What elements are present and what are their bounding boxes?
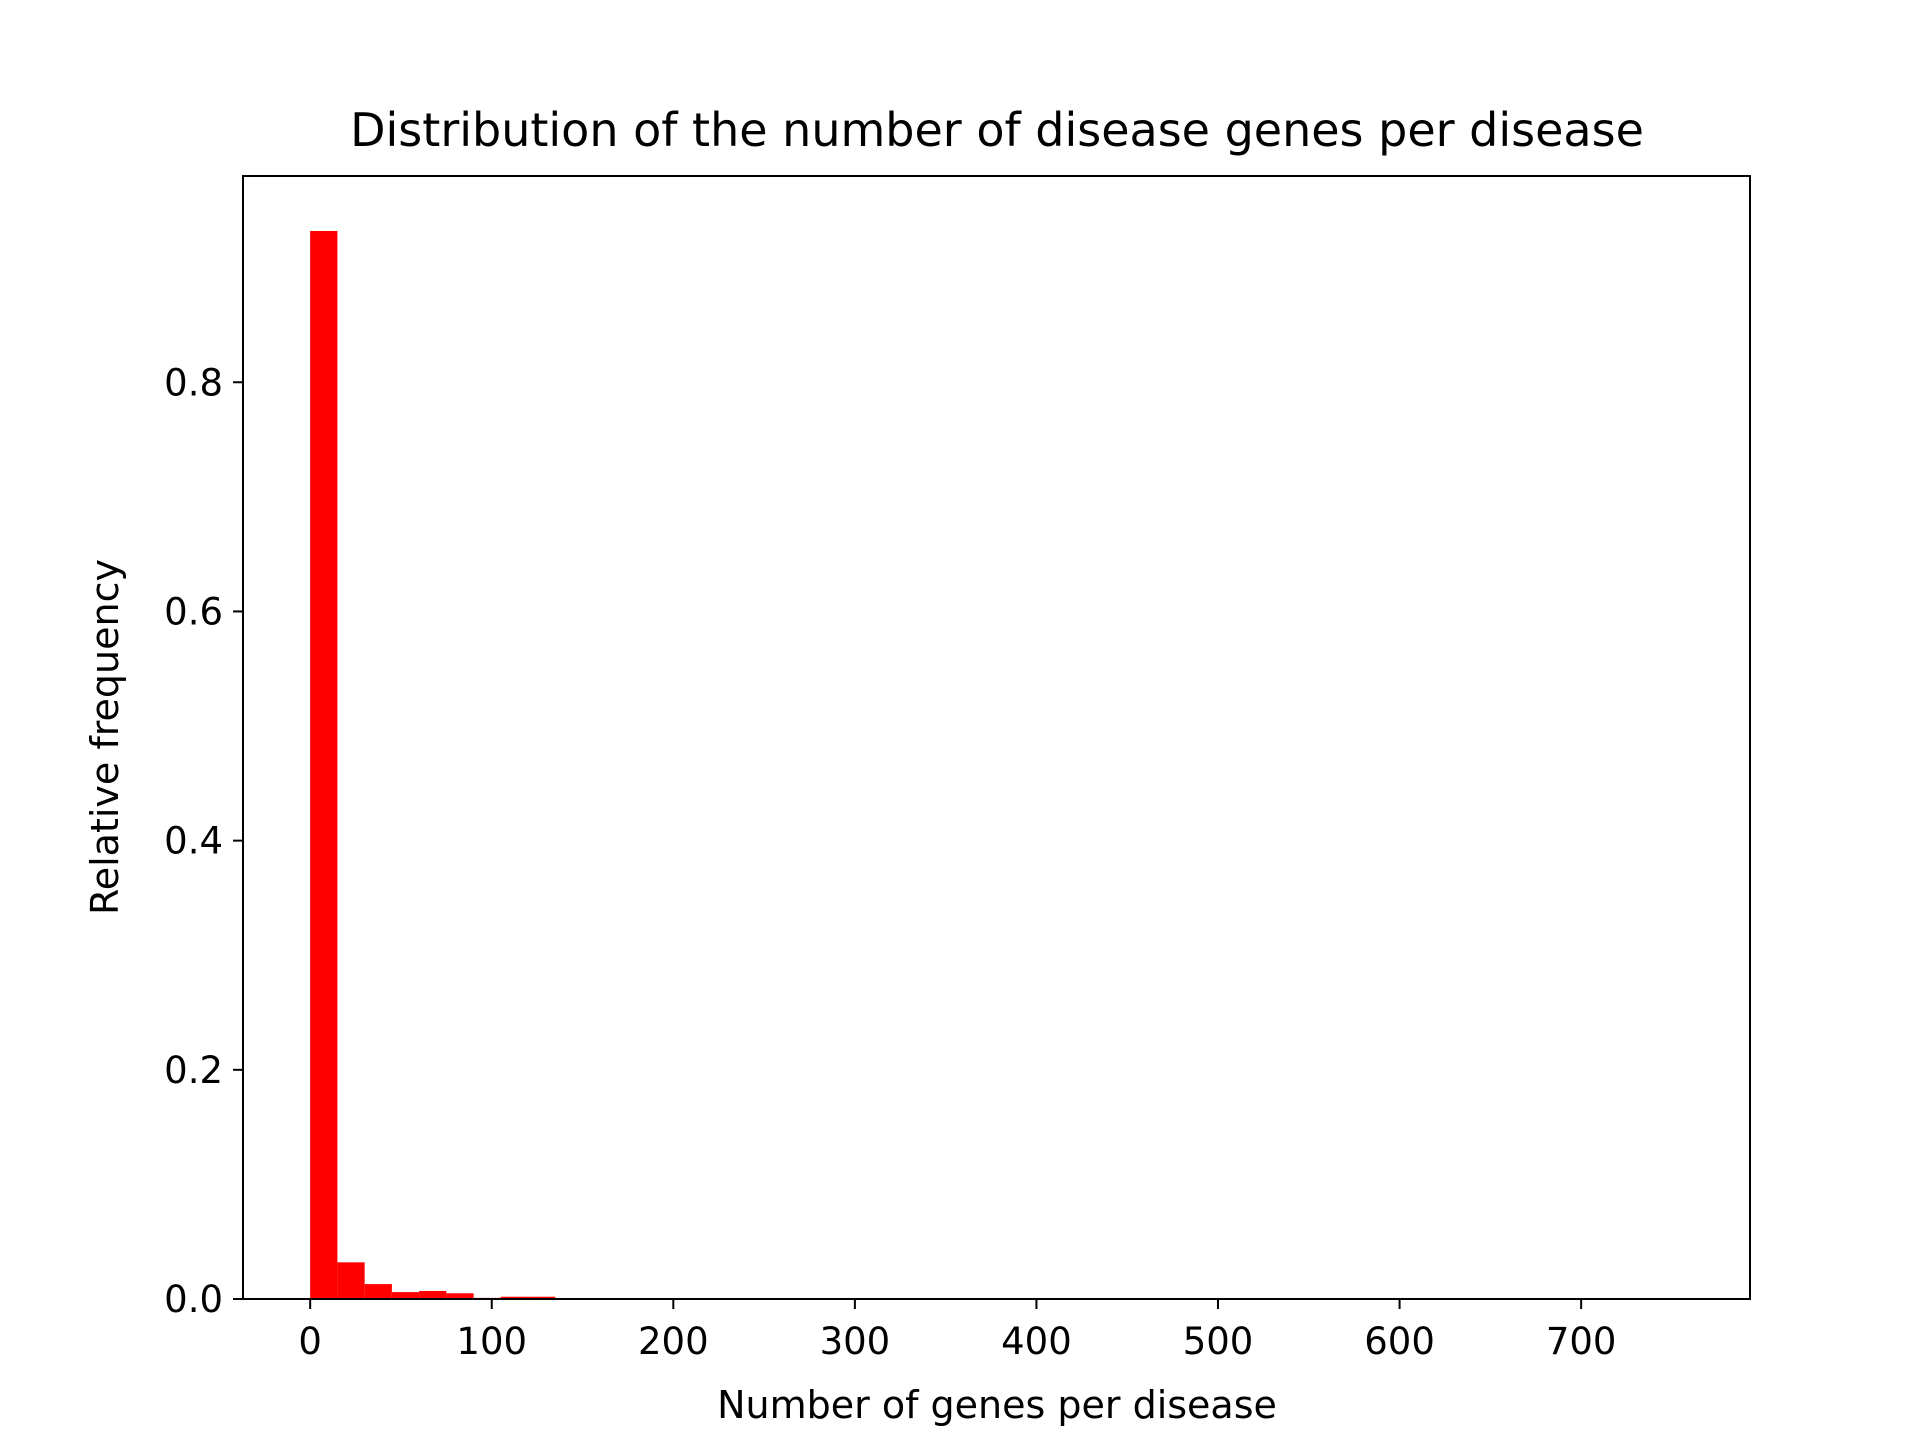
chart-title: Distribution of the number of disease ge… [350,103,1644,157]
x-tick-label: 100 [456,1320,527,1363]
y-tick-label: 0.8 [164,361,223,404]
histogram-bar [528,1296,556,1299]
y-tick-label: 0.0 [164,1278,223,1321]
y-tick-label: 0.2 [164,1049,223,1092]
histogram-bar [337,1262,365,1299]
x-tick-label: 700 [1546,1320,1617,1363]
y-tick-label: 0.4 [164,820,223,863]
y-axis-title: Relative frequency [83,559,127,915]
x-axis-title: Number of genes per disease [717,1383,1277,1427]
x-tick-label: 0 [298,1320,322,1363]
histogram-bar [391,1292,420,1299]
histogram-bar [310,231,338,1300]
x-tick-label: 300 [820,1320,891,1363]
x-tick-label: 200 [638,1320,709,1363]
histogram-bars [310,231,583,1300]
x-tick-label: 500 [1183,1320,1254,1363]
x-axis-ticks: 0 100 200 300 400 500 600 700 [298,1299,1616,1363]
histogram-bar [364,1284,392,1299]
x-tick-label: 400 [1001,1320,1072,1363]
y-axis-ticks: 0.0 0.2 0.4 0.6 0.8 [164,361,243,1321]
histogram-bar [500,1296,529,1299]
y-tick-label: 0.6 [164,590,223,633]
x-tick-label: 600 [1364,1320,1435,1363]
plot-area-frame [242,175,1751,1300]
histogram-bar [446,1293,474,1299]
histogram-bar [419,1290,447,1299]
